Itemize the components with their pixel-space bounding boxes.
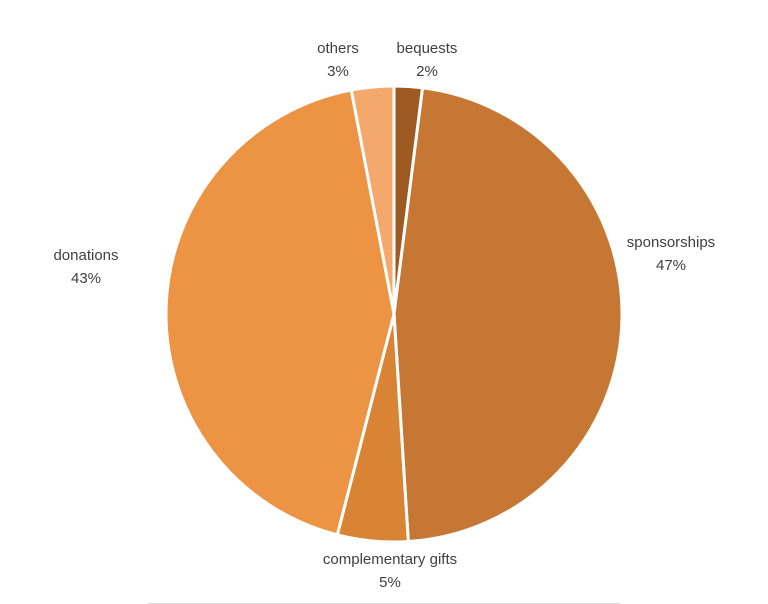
slice-label-complementary-gifts: complementary gifts [323,551,457,568]
slice-label-donations: donations [53,247,118,264]
pie-slice-others [349,84,396,316]
slice-value-others: 3% [327,63,349,80]
slice-value-sponsorships: 47% [656,257,686,274]
slice-label-others: others [317,40,359,57]
pie-slice-sponsorships [392,86,624,544]
slice-label-bequests: bequests [397,40,458,57]
slice-label-sponsorships: sponsorships [627,234,715,251]
slice-value-donations: 43% [71,270,101,287]
pie-slice-donations [164,88,396,537]
slice-value-bequests: 2% [416,63,438,80]
slice-value-complementary-gifts: 5% [379,574,401,591]
